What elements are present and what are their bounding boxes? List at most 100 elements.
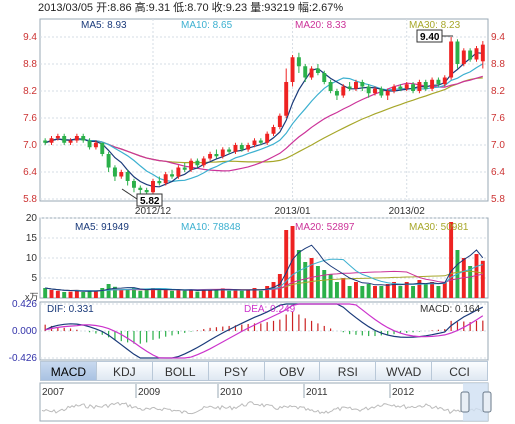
tab-macd[interactable]: MACD (40, 361, 97, 381)
macd-y-axis: 0.426 0.000 -0.426 (9, 299, 38, 364)
volume-bar (87, 290, 92, 298)
candle-body (208, 154, 213, 159)
volume-bar (74, 290, 79, 298)
candle-body (366, 86, 371, 94)
candle-body (461, 50, 466, 64)
price-tick-left: 6.4 (23, 167, 37, 178)
tab-kdj[interactable]: KDJ (96, 361, 153, 381)
candle-body (417, 82, 422, 91)
volume-bar (398, 286, 403, 298)
price-tick-right: 8.8 (491, 59, 505, 70)
high-annotation: 9.40 (420, 32, 440, 43)
overview-years: 2007 2009 2010 2011 2012 (39, 384, 415, 398)
tab-psy[interactable]: PSY (208, 361, 265, 381)
candle-body (360, 82, 365, 87)
candle-body (157, 181, 162, 184)
candle-body (423, 82, 428, 89)
volume-bar (176, 290, 181, 298)
price-tick-right: 9.4 (491, 32, 505, 43)
overview-year-label: 2009 (138, 387, 161, 398)
price-candles (43, 37, 485, 199)
volume-bar (360, 286, 365, 298)
volume-bar (246, 290, 251, 298)
vol-ma30-label: MA30: 50981 (409, 222, 469, 233)
volume-bar (220, 288, 225, 298)
candle-body (277, 115, 282, 127)
candle-body (74, 136, 79, 141)
volume-ma5-line (45, 244, 484, 292)
candle-body (449, 41, 454, 78)
volume-bar (366, 284, 371, 298)
candle-body (411, 84, 416, 91)
macd-label: MACD: 0.164 (420, 304, 480, 315)
price-tick-left: 9.4 (23, 32, 37, 43)
candle-body (246, 145, 251, 150)
candle-body (334, 91, 339, 96)
volume-bar (449, 222, 454, 298)
volume-bar (322, 270, 327, 298)
candle-body (258, 140, 263, 143)
overview-year-label: 2010 (220, 387, 243, 398)
candle-body (252, 140, 257, 145)
tab-cci[interactable]: CCI (432, 361, 488, 381)
volume-bar (81, 292, 86, 298)
price-tick-right: 7.6 (491, 113, 505, 124)
low-annotation-leader (121, 188, 138, 200)
volume-bar (290, 226, 295, 298)
price-tick-left: 7.6 (23, 113, 37, 124)
volume-bar (252, 288, 257, 298)
candle-body (100, 142, 105, 154)
candle-body (170, 174, 174, 177)
volume-tick: 10 (26, 253, 38, 264)
x-tick-label: 2013/01 (274, 206, 311, 217)
tab-boll[interactable]: BOLL (152, 361, 209, 381)
price-ma-lines (44, 52, 484, 188)
volume-bar (214, 290, 219, 298)
candle-body (189, 160, 194, 170)
overview-handle-left[interactable] (460, 391, 470, 413)
volume-bar (170, 290, 174, 298)
candle-body (43, 140, 48, 143)
candle-body (125, 172, 130, 181)
candle-body (309, 68, 314, 78)
ma5-line (44, 52, 483, 188)
volume-bar (417, 280, 422, 298)
candle-body (328, 82, 333, 91)
tab-wvad[interactable]: WVAD (376, 361, 433, 381)
ma20-line (44, 75, 483, 172)
volume-bar (138, 290, 143, 298)
volume-bar (271, 282, 276, 298)
tab-rsi[interactable]: RSI (320, 361, 377, 381)
candle-body (227, 149, 232, 152)
volume-bar (265, 286, 270, 298)
volume-bar (68, 291, 73, 298)
indicator-tabs: MACD KDJ BOLL PSY OBV RSI WVAD CCI (40, 361, 488, 381)
candle-body (119, 172, 124, 177)
candle-body (106, 154, 111, 168)
overview-handle-right[interactable] (482, 391, 492, 413)
price-tick-left: 5.8 (23, 194, 37, 205)
candle-body (138, 187, 143, 190)
price-y-axis-left: 9.4 8.8 8.2 7.6 7.0 6.4 5.8 (23, 32, 37, 205)
tab-obv[interactable]: OBV (264, 361, 321, 381)
volume-bar (227, 290, 232, 298)
macd-tick: 0.000 (12, 326, 37, 337)
candle-body (271, 127, 276, 134)
overview-panel[interactable] (39, 382, 489, 422)
overview-year-label: 2011 (306, 387, 328, 398)
candle-body (468, 50, 473, 60)
overview-year-label: 2007 (42, 387, 65, 398)
price-tick-right: 5.8 (491, 194, 505, 205)
volume-bar (442, 282, 447, 298)
ma30-label: MA30: 8.23 (409, 20, 461, 31)
volume-bar (151, 288, 155, 298)
header-quote: 2013/03/05 开:8.86 高:9.31 低:8.70 收:9.23 量… (38, 0, 343, 14)
volume-bar (201, 290, 206, 298)
price-tick-right: 7.0 (491, 140, 505, 151)
macd-histogram (44, 311, 484, 344)
candle-body (112, 167, 117, 177)
candle-body (347, 86, 352, 89)
overview-line (41, 401, 487, 415)
low-annotation-box (136, 193, 163, 207)
